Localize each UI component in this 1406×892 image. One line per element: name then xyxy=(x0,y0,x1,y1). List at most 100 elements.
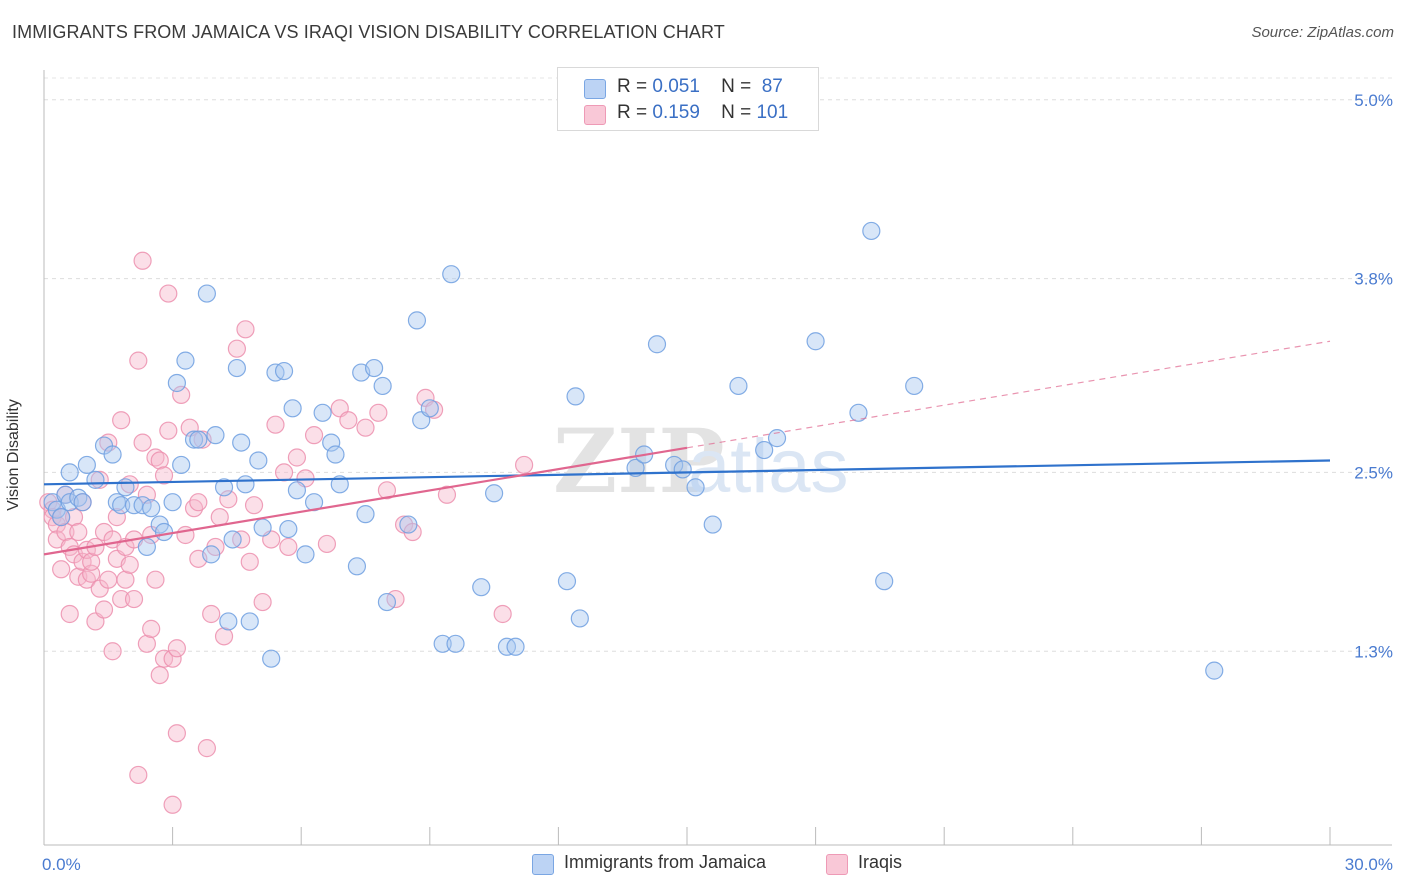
jamaica-point xyxy=(249,451,268,470)
jamaica-point xyxy=(176,351,195,370)
legend-r-label: R = xyxy=(617,102,648,123)
jamaica-point xyxy=(202,545,221,564)
iraqis-point xyxy=(112,411,131,430)
jamaica-point xyxy=(322,433,341,452)
iraqis-trend-line xyxy=(43,446,688,556)
iraqis-trend-extension xyxy=(686,340,1331,449)
jamaica-point xyxy=(52,508,71,527)
jamaica-point xyxy=(433,634,452,653)
jamaica-point xyxy=(296,545,315,564)
legend-r-value: 0.051 xyxy=(652,76,700,97)
jamaica-point xyxy=(116,478,135,497)
jamaica-point xyxy=(163,493,182,512)
legend-swatch-blue xyxy=(584,79,606,99)
iraqis-point xyxy=(94,600,114,619)
jamaica-point xyxy=(103,445,122,464)
iraqis-point xyxy=(159,284,178,303)
jamaica-point xyxy=(197,284,216,303)
iraqis-point xyxy=(172,385,191,405)
chart-title: IMMIGRANTS FROM JAMAICA VS IRAQI VISION … xyxy=(12,22,725,42)
jamaica-point xyxy=(184,430,204,449)
iraqis-point xyxy=(82,552,101,571)
iraqis-point xyxy=(493,604,512,624)
jamaica-point xyxy=(356,505,375,524)
jamaica-point xyxy=(1205,661,1224,680)
series-legend: Immigrants from Jamaica Iraqis xyxy=(0,852,1406,878)
axes xyxy=(43,70,1392,846)
jamaica-point xyxy=(142,499,161,518)
iraqis-point xyxy=(210,508,229,527)
iraqis-point xyxy=(56,522,75,542)
series-swatch-blue xyxy=(532,854,554,875)
legend-n-label: N = xyxy=(721,76,752,97)
iraqis-point xyxy=(159,421,178,440)
jamaica-point xyxy=(364,358,384,378)
iraqis-point xyxy=(197,739,216,758)
jamaica-point xyxy=(442,265,461,284)
iraqis-point xyxy=(137,634,156,653)
jamaica-point xyxy=(86,470,105,489)
iraqis-point xyxy=(150,665,169,685)
jamaica-point xyxy=(60,493,79,512)
iraqis-point xyxy=(163,649,182,668)
legend-n-value: 87 xyxy=(761,76,783,97)
legend-r-value: 0.159 xyxy=(652,102,700,123)
y-tick-label: 3.8% xyxy=(1354,270,1393,289)
iraqis-point xyxy=(69,522,88,542)
chart-source: Source: ZipAtlas.com xyxy=(1251,24,1394,41)
jamaica-point xyxy=(313,403,332,422)
iraqis-point xyxy=(437,485,457,504)
iraqis-point xyxy=(202,604,221,624)
iraqis-point xyxy=(515,455,534,475)
iraqis-point xyxy=(133,251,152,270)
jamaica-point xyxy=(167,373,186,393)
jamaica-point xyxy=(767,429,787,448)
jamaica-point xyxy=(485,484,504,503)
iraqis-point xyxy=(129,765,148,785)
jamaica-point xyxy=(77,455,96,475)
iraqis-point xyxy=(356,418,375,437)
jamaica-point xyxy=(862,221,881,241)
jamaica-point xyxy=(262,649,281,668)
jamaica-point xyxy=(557,572,577,591)
iraqis-point xyxy=(214,627,234,646)
legend-r-label: R = xyxy=(617,76,648,97)
jamaica-point xyxy=(377,592,397,612)
iraqis-point xyxy=(274,463,294,482)
trend-lines xyxy=(43,340,1331,556)
iraqis-point xyxy=(52,560,71,579)
jamaica-point xyxy=(227,358,246,378)
iraqis-point xyxy=(120,555,139,574)
legend-swatch-pink xyxy=(584,105,606,125)
iraqis-points xyxy=(39,251,534,814)
jamaica-point xyxy=(806,332,825,351)
x-tick-label: 0.0% xyxy=(42,855,81,874)
iraqis-point xyxy=(103,642,122,661)
jamaica-point xyxy=(283,399,302,418)
jamaica-point xyxy=(73,493,92,512)
jamaica-point xyxy=(279,519,298,539)
iraqis-point xyxy=(377,481,397,500)
jamaica-point xyxy=(112,496,131,515)
iraqis-point xyxy=(129,351,148,370)
jamaica-point xyxy=(407,311,427,330)
legend-text-iraqis: R = 0.159 N = 101 xyxy=(617,102,788,124)
iraqis-point xyxy=(154,466,174,485)
iraqis-point xyxy=(60,604,79,624)
iraqis-point xyxy=(112,589,131,609)
jamaica-point xyxy=(240,612,259,631)
iraqis-point xyxy=(279,537,298,557)
iraqis-point xyxy=(99,570,118,589)
jamaica-point xyxy=(420,399,439,418)
jamaica-point xyxy=(686,478,705,497)
jamaica-point xyxy=(905,376,924,396)
iraqis-point xyxy=(304,426,324,445)
legend-n-value: 101 xyxy=(756,102,789,123)
jamaica-point xyxy=(60,463,79,482)
iraqis-point xyxy=(142,619,161,638)
iraqis-point xyxy=(287,448,307,467)
iraqis-point xyxy=(339,411,358,430)
jamaica-point xyxy=(223,530,242,549)
